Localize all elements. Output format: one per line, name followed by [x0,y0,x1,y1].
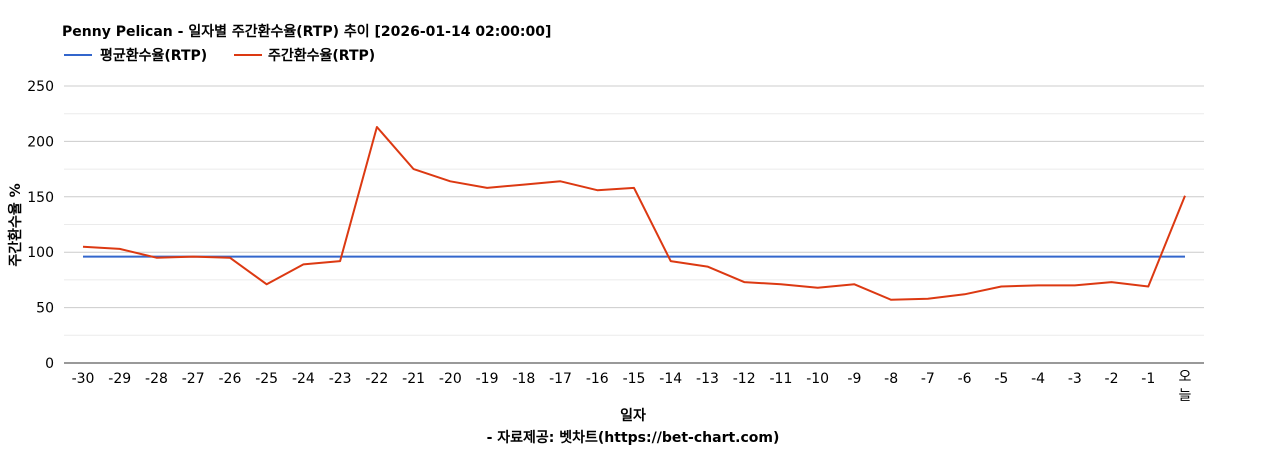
x-tick-label: -15 [623,371,646,387]
y-axis-title: 주간환수율 % [7,183,24,266]
x-tick-label: -22 [365,371,388,387]
x-tick-label: -4 [1031,371,1045,387]
x-tick-label: -28 [145,371,168,387]
x-tick-label: -19 [476,371,499,387]
x-tick-label: -13 [696,371,719,387]
x-axis-title: 일자 [620,408,646,424]
x-tick-label: -24 [292,371,315,387]
x-tick-label: -5 [994,371,1008,387]
y-tick-label: 0 [45,356,54,372]
x-tick-label: -23 [329,371,352,387]
x-tick-label: -17 [549,371,572,387]
legend-item-average[interactable]: 평균환수율(RTP) [64,47,207,64]
x-tick-label: -16 [586,371,609,387]
x-tick-label: -7 [921,371,935,387]
y-tick-label: 200 [27,134,54,150]
y-tick-label: 250 [27,79,54,95]
x-tick-label: -29 [108,371,131,387]
source-credit: - 자료제공: 벳차트(https://bet-chart.com) [487,429,780,446]
x-tick-label: -18 [512,371,535,387]
gridlines [64,85,1204,364]
x-tick-label: -10 [806,371,829,387]
x-tick-label: -6 [958,371,972,387]
x-tick-label: -12 [733,371,756,387]
x-tick-label: -1 [1141,371,1155,387]
x-tick-label: -21 [402,371,425,387]
series-lines [82,126,1186,301]
x-tick-labels: -30 -29 -28 -27 -26 -25 -24 -23 -22 -21 -20 -19 -18-… [72,369,1192,404]
x-tick-label: -9 [847,371,861,387]
x-tick-label: -14 [659,371,682,387]
y-tick-label: 100 [27,245,54,261]
y-tick-label: 50 [36,301,54,317]
x-tick-label: -26 [218,371,241,387]
x-tick-label: -11 [769,371,792,387]
x-tick-label: -3 [1068,371,1082,387]
series-line-weekly [82,126,1186,301]
x-tick-label: -20 [439,371,462,387]
y-tick-label: 150 [27,190,54,206]
legend-label-average: 평균환수율(RTP) [100,47,207,64]
legend: 평균환수율(RTP) 주간환수율(RTP) [64,47,375,64]
x-tick-label: -2 [1105,371,1119,387]
x-tick-label: -25 [255,371,278,387]
x-tick-label: -27 [182,371,205,387]
y-tick-labels: 0 50 100 150 200 250 [27,79,54,372]
legend-label-weekly: 주간환수율(RTP) [268,47,375,64]
x-tick-label: -8 [884,371,898,387]
x-tick-label: -30 [72,371,95,387]
legend-item-weekly[interactable]: 주간환수율(RTP) [234,47,375,64]
chart-title: Penny Pelican - 일자별 주간환수율(RTP) 추이 [2026-… [62,23,551,40]
